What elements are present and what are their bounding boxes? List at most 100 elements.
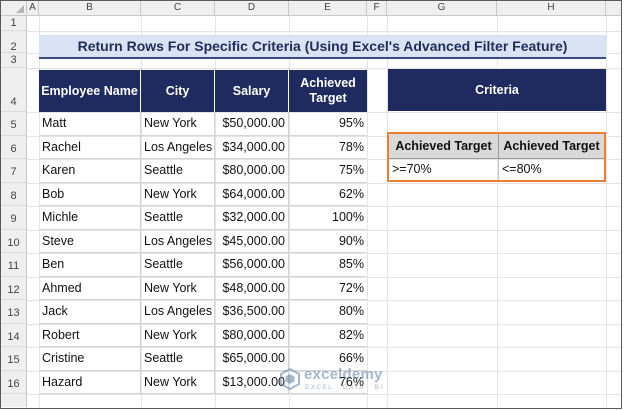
- cell-city[interactable]: New York: [141, 276, 215, 300]
- row-header-6[interactable]: 6: [1, 135, 27, 159]
- gridline: [27, 300, 621, 301]
- row-header-5[interactable]: 5: [1, 112, 27, 136]
- cell-achieved-target[interactable]: 82%: [289, 324, 367, 347]
- column-header-a[interactable]: A: [27, 1, 39, 16]
- row-header-13[interactable]: 13: [1, 300, 27, 324]
- row-header-16[interactable]: 16: [1, 370, 27, 394]
- cell-employee-name[interactable]: Jack: [39, 300, 141, 324]
- cell-salary[interactable]: $45,000.00: [215, 229, 289, 253]
- cell-salary[interactable]: $13,000.00: [215, 370, 289, 394]
- column-header-f[interactable]: F: [367, 1, 387, 16]
- column-header-d[interactable]: D: [215, 1, 289, 16]
- cell-achieved-target[interactable]: 90%: [289, 230, 367, 253]
- column-header-h[interactable]: H: [497, 1, 606, 16]
- cell-salary[interactable]: $48,000.00: [215, 276, 289, 300]
- cell-city[interactable]: Los Angeles: [141, 229, 215, 253]
- cell-achieved-target[interactable]: 76%: [289, 371, 367, 394]
- cell-city[interactable]: Los Angeles: [141, 300, 215, 324]
- column-header-g[interactable]: G: [387, 1, 497, 16]
- cell-achieved-target[interactable]: 80%: [289, 300, 367, 324]
- gridline: [27, 323, 621, 325]
- cell-city[interactable]: Seattle: [141, 253, 215, 277]
- cell-employee-name[interactable]: Steve: [39, 229, 141, 253]
- cell-achieved-target[interactable]: 95%: [289, 112, 367, 136]
- cell-city[interactable]: New York: [141, 370, 215, 394]
- row-header-9[interactable]: 9: [1, 206, 27, 230]
- cell-employee-name[interactable]: Michle: [39, 206, 141, 230]
- row-header-7[interactable]: 7: [1, 159, 27, 183]
- row-header-2[interactable]: 2: [1, 31, 27, 53]
- cell-employee-name[interactable]: Bob: [39, 182, 141, 206]
- row-header-8[interactable]: 8: [1, 182, 27, 206]
- cell-employee-name[interactable]: Matt: [39, 112, 141, 136]
- sheet-title[interactable]: Return Rows For Specific Criteria (Using…: [39, 35, 606, 59]
- criteria-value-2[interactable]: <=80%: [502, 162, 542, 176]
- cell-employee-name[interactable]: Ahmed: [39, 276, 141, 300]
- cell-city[interactable]: Seattle: [141, 206, 215, 230]
- cell-achieved-target[interactable]: 72%: [289, 277, 367, 300]
- cell-salary[interactable]: $34,000.00: [215, 135, 289, 159]
- cell-salary[interactable]: $56,000.00: [215, 253, 289, 277]
- criteria-header-2[interactable]: Achieved Target: [499, 134, 604, 159]
- cell-employee-name[interactable]: Robert: [39, 323, 141, 347]
- table-header-achieved-target[interactable]: Achieved Target: [289, 70, 367, 112]
- column-header-extra[interactable]: [606, 1, 621, 16]
- gridline: [27, 347, 621, 348]
- row-header-11[interactable]: 11: [1, 253, 27, 277]
- cell-achieved-target[interactable]: 66%: [289, 347, 367, 371]
- cell-achieved-target[interactable]: 78%: [289, 136, 367, 159]
- criteria-value-1[interactable]: >=70%: [389, 159, 499, 180]
- row-header-14[interactable]: 14: [1, 323, 27, 347]
- column-header-c[interactable]: C: [141, 1, 215, 16]
- gridline: [27, 206, 621, 207]
- exceldemy-logo-icon: [280, 368, 300, 390]
- cell-achieved-target[interactable]: 62%: [289, 183, 367, 206]
- cell-salary[interactable]: $64,000.00: [215, 182, 289, 206]
- row-header-1[interactable]: 1: [1, 16, 27, 31]
- criteria-header-1[interactable]: Achieved Target: [389, 134, 499, 159]
- gridline: [27, 31, 621, 32]
- cell-city[interactable]: New York: [141, 112, 215, 136]
- gridline: [27, 135, 621, 137]
- cell-employee-name[interactable]: Hazard: [39, 370, 141, 394]
- cell-city[interactable]: New York: [141, 182, 215, 206]
- cell-salary[interactable]: $50,000.00: [215, 112, 289, 136]
- cell-salary[interactable]: $36,500.00: [215, 300, 289, 324]
- row-header-3[interactable]: 3: [1, 53, 27, 68]
- cell-salary[interactable]: $65,000.00: [215, 347, 289, 371]
- cell-salary[interactable]: $80,000.00: [215, 323, 289, 347]
- row-header-15[interactable]: 15: [1, 347, 27, 371]
- criteria-title[interactable]: Criteria: [388, 69, 606, 111]
- column-header-e[interactable]: E: [289, 1, 367, 16]
- cell-city[interactable]: Seattle: [141, 159, 215, 183]
- cell-achieved-target[interactable]: 75%: [289, 159, 367, 183]
- row-header-10[interactable]: 10: [1, 229, 27, 253]
- cell-city[interactable]: New York: [141, 323, 215, 347]
- watermark-name: exceldemy: [304, 366, 383, 383]
- cell-city[interactable]: Seattle: [141, 347, 215, 371]
- cell-salary[interactable]: $32,000.00: [215, 206, 289, 230]
- gridline: [27, 229, 621, 231]
- cell-employee-name[interactable]: Ben: [39, 253, 141, 277]
- cell-achieved-target[interactable]: 85%: [289, 253, 367, 277]
- watermark-tagline: EXCEL · DATA · BI: [305, 384, 384, 391]
- cell-city[interactable]: Los Angeles: [141, 135, 215, 159]
- table-header-city[interactable]: City: [141, 70, 215, 112]
- cell-salary[interactable]: $80,000.00: [215, 159, 289, 183]
- column-header-b[interactable]: B: [39, 1, 141, 16]
- cell-employee-name[interactable]: Karen: [39, 159, 141, 183]
- table-header-employee-name[interactable]: Employee Name: [39, 70, 141, 112]
- cell-employee-name[interactable]: Cristine: [39, 347, 141, 371]
- table-header-salary[interactable]: Salary: [215, 70, 289, 112]
- cell-achieved-target[interactable]: 100%: [289, 206, 367, 230]
- gridline: [27, 394, 621, 395]
- criteria-range[interactable]: Achieved Target Achieved Target >=70% <=…: [387, 132, 606, 182]
- row-header-17[interactable]: [1, 394, 27, 407]
- gridline: [215, 16, 216, 407]
- select-all-triangle-icon: [16, 5, 24, 13]
- row-header-12[interactable]: 12: [1, 276, 27, 300]
- select-all-corner[interactable]: [1, 1, 27, 16]
- cell-employee-name[interactable]: Rachel: [39, 135, 141, 159]
- row-header-4[interactable]: 4: [1, 68, 27, 112]
